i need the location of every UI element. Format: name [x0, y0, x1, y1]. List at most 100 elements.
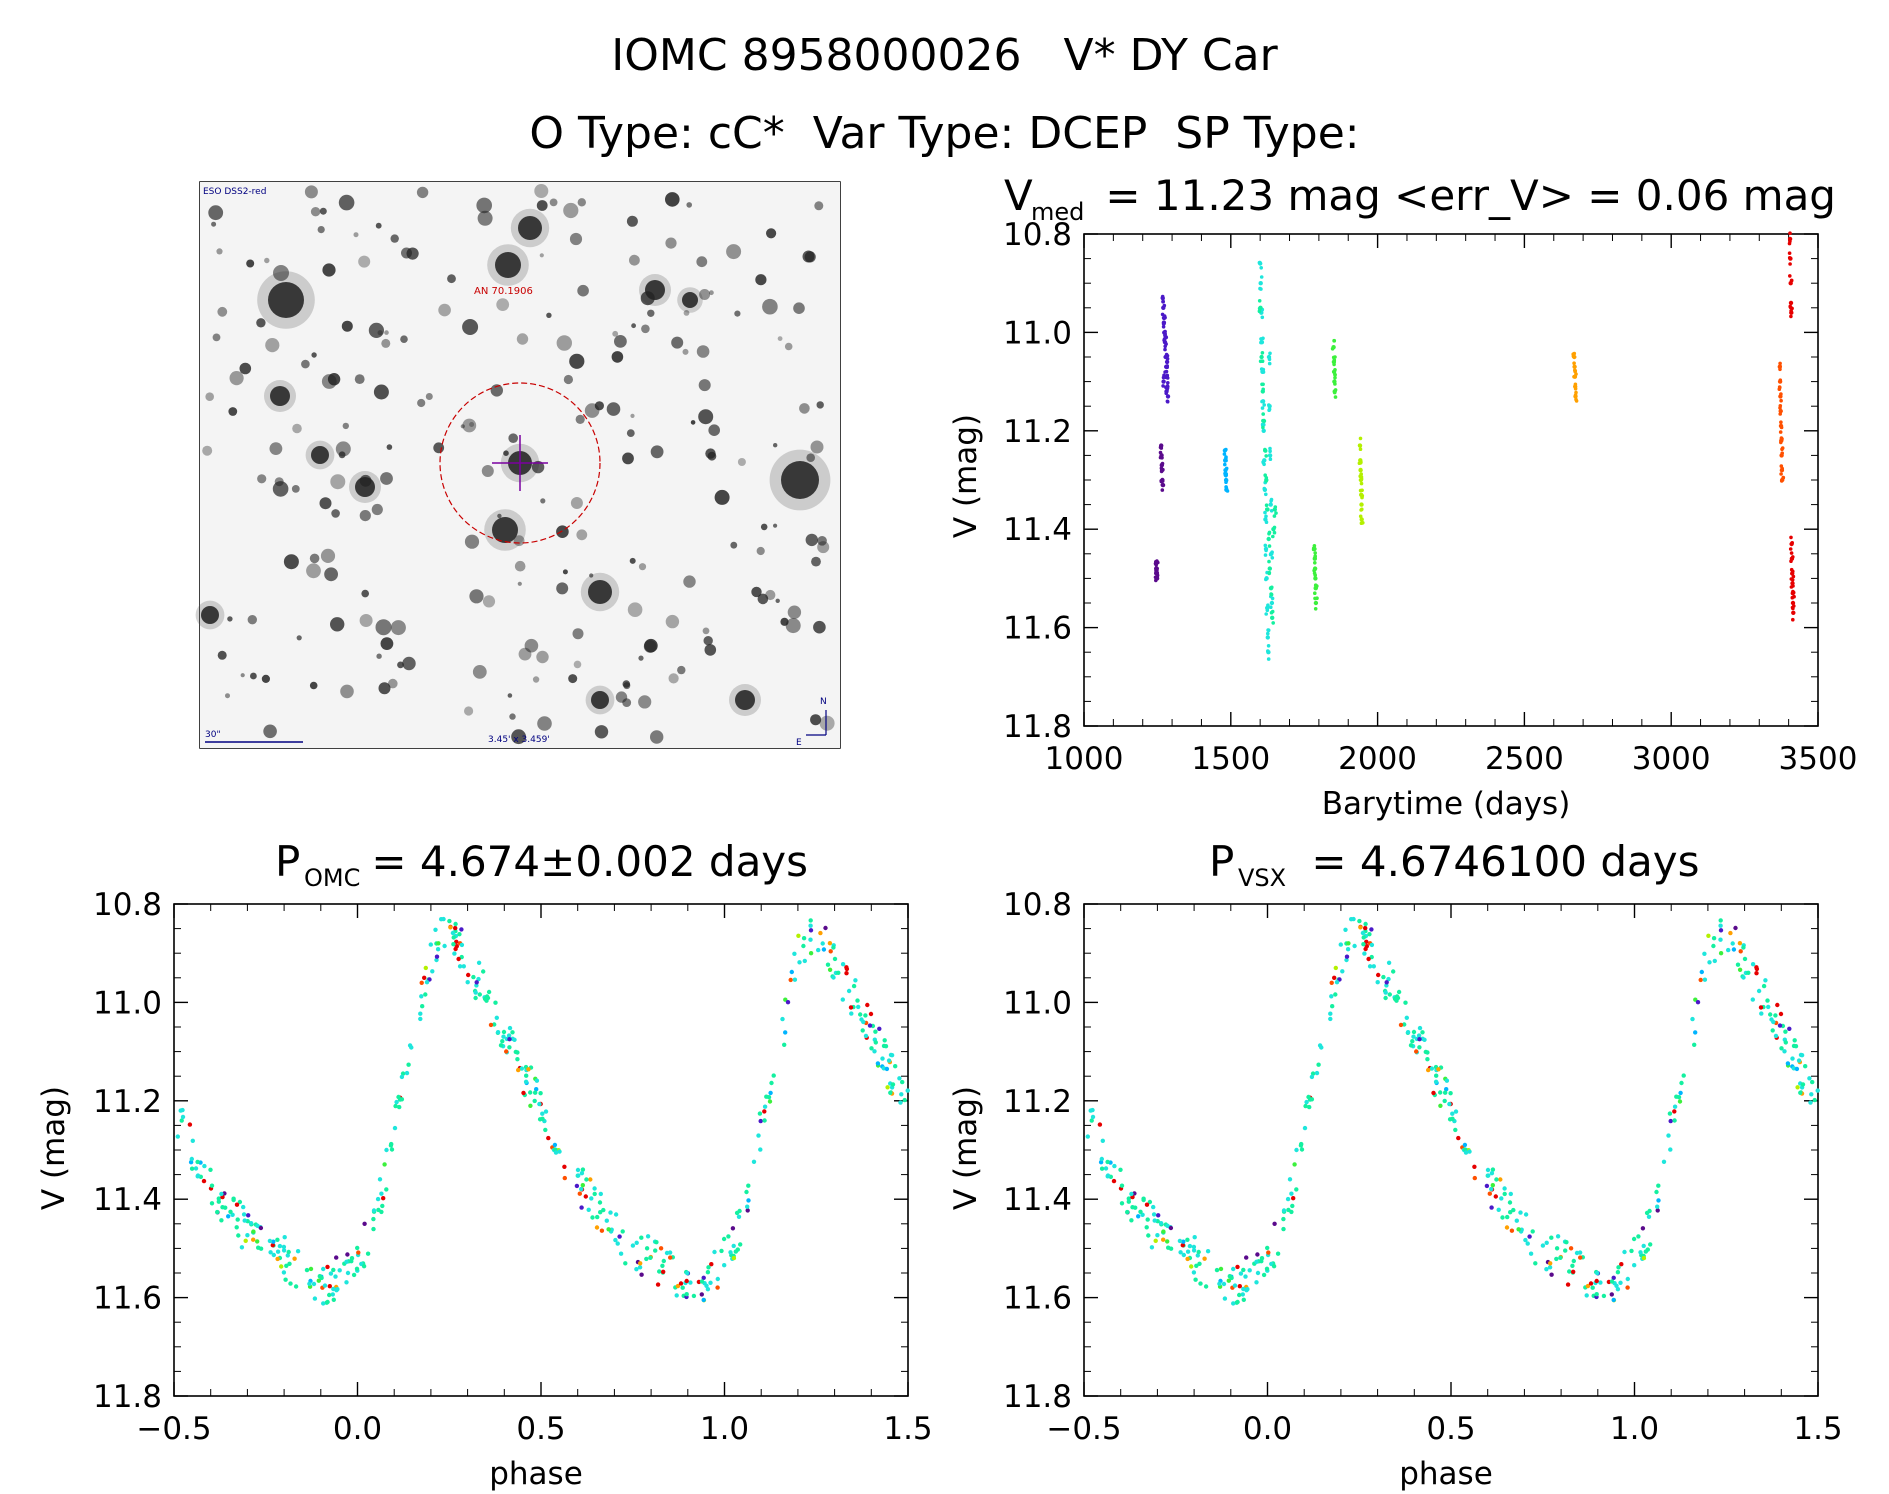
p2-point	[1554, 1246, 1560, 1251]
p2-point	[1155, 1233, 1160, 1238]
p1-point	[828, 949, 833, 954]
p1-point	[705, 1270, 711, 1275]
p1-point	[708, 1280, 713, 1286]
p2-point	[1640, 1226, 1646, 1231]
lc-point	[1162, 338, 1166, 343]
p1-point	[325, 1299, 330, 1305]
p2-point	[1646, 1214, 1652, 1220]
finder-faint-star	[614, 335, 627, 348]
p2-point	[1718, 928, 1724, 933]
lc-point	[1268, 446, 1272, 451]
p1-point	[190, 1138, 195, 1144]
lc-point	[1787, 255, 1792, 260]
p1-point	[355, 1245, 360, 1251]
lc-point	[1779, 440, 1783, 445]
p1-point	[769, 1080, 774, 1086]
p1-point	[746, 1183, 751, 1188]
p2-point	[1255, 1270, 1261, 1276]
p1-point	[285, 1253, 290, 1258]
p1-point	[202, 1163, 207, 1169]
p1-point	[245, 1233, 250, 1238]
p1-point	[704, 1283, 709, 1289]
p1-point	[579, 1186, 584, 1192]
p2-point	[1328, 1011, 1333, 1016]
finder-faint-star	[274, 477, 284, 487]
p2-point	[1329, 994, 1334, 999]
lc-point	[1315, 584, 1319, 588]
lc-point	[1358, 436, 1363, 441]
p1-point	[860, 1028, 865, 1033]
p1-point	[592, 1191, 597, 1197]
finder-faint-star	[531, 460, 545, 474]
p2-point	[1528, 1251, 1534, 1256]
p2-point	[1100, 1138, 1106, 1144]
lc-point	[1259, 266, 1263, 270]
finder-faint-star	[762, 298, 778, 315]
p1-point	[584, 1177, 589, 1182]
target-circle	[439, 382, 601, 544]
lc-point	[1165, 399, 1170, 404]
p1-point	[762, 1118, 767, 1123]
finder-faint-star	[707, 451, 717, 461]
p2-point	[1530, 1229, 1535, 1234]
finder-faint-star	[301, 359, 310, 369]
finder-faint-star	[546, 312, 552, 318]
finder-faint-star	[556, 582, 569, 595]
finder-faint-star	[623, 682, 631, 690]
p2-point	[1291, 1196, 1296, 1201]
p2-point	[1429, 1066, 1435, 1071]
p1-point	[808, 918, 813, 923]
lc-point	[1274, 511, 1278, 515]
finder-faint-star	[665, 237, 677, 249]
lc-point	[1264, 503, 1269, 508]
p1-point	[516, 1067, 521, 1073]
p1-point	[534, 1078, 540, 1083]
finder-faint-star	[322, 263, 336, 277]
p2-point	[1498, 1177, 1503, 1182]
p1-point	[613, 1237, 618, 1243]
finder-faint-star	[698, 409, 714, 425]
finder-faint-star	[240, 673, 245, 678]
p1-point	[344, 1259, 349, 1265]
finder-faint-star	[671, 336, 684, 349]
lc-point	[1333, 382, 1337, 386]
lc-point	[1266, 649, 1270, 653]
p1-point	[515, 1057, 520, 1062]
lc-point	[1269, 509, 1274, 513]
lc-point	[1791, 584, 1795, 588]
p2-point	[1232, 1283, 1238, 1288]
p1-point	[540, 1111, 545, 1116]
p2-point	[1358, 925, 1363, 930]
p2-point	[1333, 965, 1339, 971]
p2-point	[1425, 1050, 1430, 1055]
p2-point	[1645, 1247, 1651, 1252]
lc-point	[1778, 378, 1783, 383]
p2-point	[1672, 1109, 1677, 1114]
p1-point	[745, 1204, 750, 1209]
lc-point	[1359, 481, 1364, 486]
p2-point	[1375, 980, 1380, 985]
lc-point	[1160, 461, 1165, 466]
p2-point	[1666, 1133, 1671, 1138]
finder-faint-star	[773, 443, 778, 448]
p2-point	[1654, 1189, 1659, 1195]
lc-point	[1780, 451, 1784, 456]
p2-point	[1145, 1217, 1150, 1222]
p2-ytick-label: 11.4	[1003, 1182, 1072, 1218]
p2-point	[1181, 1252, 1187, 1258]
finder-faint-star	[799, 403, 810, 414]
finder-faint-star	[482, 595, 496, 608]
finder-faint-star	[353, 232, 359, 238]
p2-point	[1442, 1098, 1447, 1104]
p1-point	[801, 943, 806, 949]
lc-point	[1788, 262, 1792, 266]
p1-point	[583, 1194, 588, 1199]
p1-point	[543, 1127, 548, 1133]
p1-point	[592, 1186, 597, 1191]
lc-point	[1313, 607, 1318, 611]
p1-point	[457, 964, 463, 969]
p1-point	[771, 1073, 776, 1078]
p1-point	[433, 927, 438, 932]
finder-bright-star	[518, 216, 542, 240]
p1-point	[453, 921, 458, 927]
